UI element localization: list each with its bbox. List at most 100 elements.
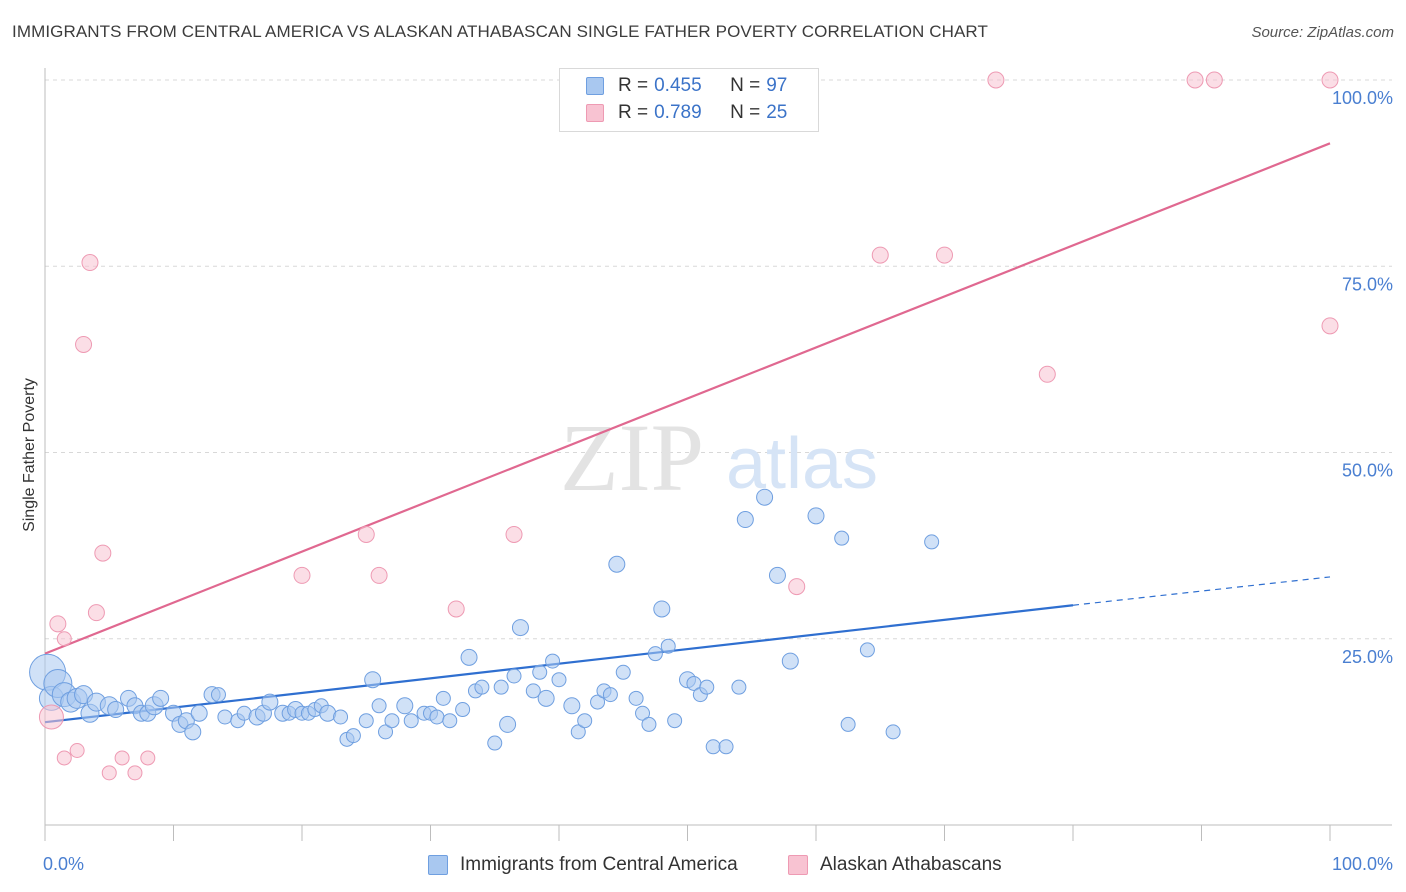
point-central-america [261,693,279,711]
point-central-america [590,694,606,710]
trend-line-extrapolation [1072,576,1331,606]
series-legend-label: Alaskan Athabascans [820,854,1002,875]
point-central-america [442,713,458,729]
point-central-america [152,689,170,707]
legend-r-value: 0.455 [654,75,702,96]
point-central-america [615,664,631,680]
point-central-america [756,488,774,506]
point-central-america [641,716,657,732]
point-central-america [384,713,400,729]
legend-n-label: N = [730,75,761,96]
legend-swatch-pink [586,104,604,122]
watermark-zip: ZIP [560,404,704,511]
point-central-america [358,713,374,729]
legend-n-value: 97 [766,75,788,96]
series-legend-item-blue: Immigrants from Central America [428,852,738,878]
point-central-america [499,715,517,733]
point-alaskan-athabascans [114,750,130,766]
legend-row-blue: R = 0.455 N = 97 [586,73,787,99]
source-credit: Source: ZipAtlas.com [1251,24,1394,41]
point-central-america [768,566,786,584]
legend-r-label: R = [618,102,649,123]
point-central-america [493,679,509,695]
y-tick-label: 100.0% [1332,88,1393,108]
tick-labels: 25.0% 50.0% 75.0% 100.0% 0.0% 100.0% [43,88,1393,874]
x-tick-label: 0.0% [43,854,84,874]
point-central-america [781,652,799,670]
point-central-america [628,690,644,706]
point-alaskan-athabascans [1186,71,1204,89]
series-legend-label: Immigrants from Central America [460,854,738,875]
point-central-america [608,555,626,573]
point-central-america [924,534,940,550]
point-alaskan-athabascans [75,335,93,353]
point-central-america [705,739,721,755]
point-alaskan-athabascans [87,604,105,622]
point-alaskan-athabascans [987,71,1005,89]
point-central-america [545,653,561,669]
point-alaskan-athabascans [1321,71,1339,89]
series-swatch-blue [428,855,448,875]
point-central-america [577,713,593,729]
point-central-america [532,664,548,680]
series-legend-item-pink: Alaskan Athabascans [788,852,1002,878]
point-alaskan-athabascans [505,525,523,543]
point-alaskan-athabascans [1038,365,1056,383]
point-central-america [371,698,387,714]
point-alaskan-athabascans [1205,71,1223,89]
watermark: ZIP atlas [560,404,878,511]
point-central-america [718,739,734,755]
legend-n-label: N = [730,102,761,123]
y-tick-label: 50.0% [1342,461,1393,481]
point-alaskan-athabascans [140,750,156,766]
point-central-america [429,709,445,725]
point-central-america [435,690,451,706]
legend-r-value: 0.789 [654,102,702,123]
legend-r-label: R = [618,75,649,96]
point-alaskan-athabascans [936,246,953,264]
point-alaskan-athabascans [69,743,85,758]
point-central-america [647,646,663,662]
point-central-america [460,648,478,666]
axes [44,68,1392,841]
point-central-america [570,724,586,740]
point-central-america [736,511,754,529]
point-central-america [653,600,671,618]
point-alaskan-athabascans [1321,317,1339,335]
correlation-legend: R = 0.455 N = 97 R = 0.789 N = 25 [559,68,819,132]
point-central-america [551,672,567,688]
point-alaskan-athabascans [94,544,112,562]
point-central-america [184,723,202,741]
point-alaskan-athabascans [49,615,67,633]
point-central-america [107,701,125,719]
point-central-america [885,724,901,740]
point-central-america [217,709,233,725]
point-central-america [345,728,361,744]
point-central-america [190,704,208,722]
point-central-america [660,638,676,654]
legend-swatch-blue [586,77,604,95]
legend-n-value: 25 [766,102,788,123]
point-central-america [210,687,226,703]
point-alaskan-athabascans [370,566,388,584]
legend-row-pink: R = 0.789 N = 25 [586,100,787,126]
point-alaskan-athabascans [127,765,143,781]
point-central-america [455,702,471,718]
point-central-america [834,530,850,546]
point-central-america [378,724,394,740]
trend-line-alaskan-athabascans [44,142,1331,655]
point-alaskan-athabascans [447,600,465,618]
point-central-america [731,679,747,695]
point-alaskan-athabascans [56,631,72,647]
series-legend: Immigrants from Central America Alaskan … [0,852,1406,878]
point-central-america [699,679,715,695]
gridlines [45,79,1392,640]
point-alaskan-athabascans [788,578,806,596]
point-central-america [506,668,522,684]
point-alaskan-athabascans [293,566,311,584]
point-central-america [333,709,349,725]
point-alaskan-athabascans [81,254,99,272]
point-central-america [635,705,651,721]
point-central-america [474,679,490,695]
